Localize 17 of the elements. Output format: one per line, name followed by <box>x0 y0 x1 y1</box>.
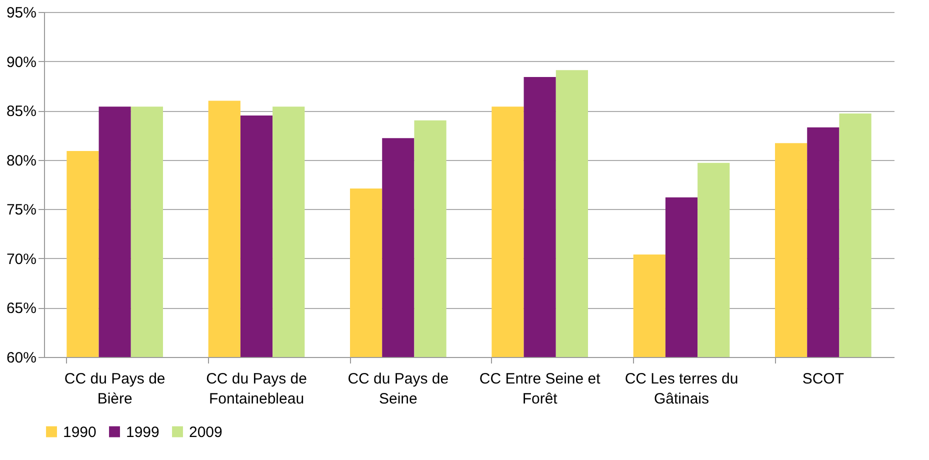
y-tick-label: 95% <box>6 4 36 22</box>
x-tick-label: CC du Pays de Seine <box>348 370 449 408</box>
y-tick-label: 70% <box>6 250 36 268</box>
y-tick-label: 60% <box>6 350 36 366</box>
x-tick-label: SCOT <box>802 370 844 388</box>
y-tick-label: 75% <box>6 202 36 219</box>
legend-label: 2009 <box>189 424 222 441</box>
x-tick-label: CC du Pays de Bière <box>64 370 166 408</box>
y-tick-label: 65% <box>6 300 36 318</box>
legend-label: 1999 <box>126 424 160 441</box>
x-tick-label: CC Les terres du Gâtinais <box>624 370 738 408</box>
legend-label: 1990 <box>63 424 96 441</box>
x-tick-label: CC du Pays de Fontainebleau <box>206 370 307 408</box>
y-tick-label: 80% <box>6 152 36 170</box>
y-tick-label: 85% <box>6 103 36 120</box>
x-tick-label: CC Entre Seine et Forêt <box>479 370 602 408</box>
y-tick-label: 90% <box>6 54 36 71</box>
